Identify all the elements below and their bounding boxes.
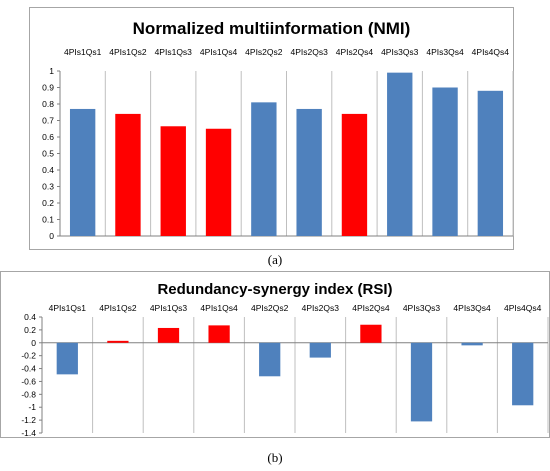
category-label: 4PIs3Qs4 <box>453 303 491 313</box>
bar-4PIs2Qs3 <box>296 108 322 236</box>
chart-caption: (b) <box>267 450 282 465</box>
bar-4PIs4Qs4 <box>477 90 504 236</box>
y-tick-label: 0.2 <box>42 198 54 208</box>
bar-4PIs3Qs3 <box>410 342 433 422</box>
y-tick-label: 0.9 <box>42 83 54 93</box>
rsi-chart: Redundancy-synergy index (RSI) -1.4 -1.2 -1… <box>0 271 550 465</box>
category-label: 4PIs3Qs3 <box>381 47 419 57</box>
category-label: 4PIs2Qs4 <box>336 47 374 57</box>
y-tick-label: 0.6 <box>42 132 54 142</box>
y-tick-label: -1.2 <box>21 415 36 425</box>
category-label: 4PIs1Qs3 <box>150 303 188 313</box>
bar-4PIs1Qs2 <box>115 113 141 236</box>
chart-caption: (a) <box>268 252 282 267</box>
y-tick-label: 0.2 <box>24 325 36 335</box>
bar-4PIs3Qs4 <box>432 87 458 236</box>
category-label: 4PIs2Qs3 <box>290 47 328 57</box>
bar-4PIs2Qs2 <box>251 102 277 236</box>
bar-4PIs2Qs4 <box>360 324 382 343</box>
category-label: 4PIs3Qs4 <box>426 47 464 57</box>
bar-4PIs1Qs4 <box>205 128 232 236</box>
bar-4PIs1Qs4 <box>208 325 230 343</box>
bar-4PIs1Qs2 <box>107 340 129 343</box>
bar-4PIs1Qs1 <box>56 342 78 375</box>
category-label: 4PIs2Qs2 <box>251 303 289 313</box>
category-label: 4PIs1Qs2 <box>109 47 147 57</box>
category-label: 4PIs1Qs2 <box>99 303 137 313</box>
y-tick-label: -1.4 <box>21 428 36 438</box>
chart-panel-b: Redundancy-synergy index (RSI) -1.4 -1.2 -1… <box>0 271 550 471</box>
nmi-chart: Normalized multiinformation (NMI) 0 0.1 0.2… <box>29 7 514 267</box>
y-tick-label: 0.1 <box>42 215 54 225</box>
y-tick-label: -0.6 <box>21 376 36 386</box>
category-label: 4PIs1Qs4 <box>200 303 238 313</box>
category-label: 4PIs1Qs4 <box>200 47 238 57</box>
category-label: 4PIs2Qs2 <box>245 47 283 57</box>
category-label: 4PIs1Qs3 <box>155 47 193 57</box>
category-label: 4PIs1Qs1 <box>49 303 87 313</box>
category-label: 4PIs2Qs3 <box>302 303 340 313</box>
y-tick-label: 0 <box>31 338 36 348</box>
y-tick-label: 0.8 <box>42 99 54 109</box>
y-tick-label: 0.7 <box>42 116 54 126</box>
category-label: 4PIs3Qs3 <box>403 303 441 313</box>
bar-4PIs3Qs4 <box>461 342 483 346</box>
y-tick-label: -0.8 <box>21 389 36 399</box>
y-tick-label: 0.5 <box>42 149 54 159</box>
bar-4PIs1Qs1 <box>69 108 96 236</box>
y-tick-label: 0.4 <box>24 312 36 322</box>
bar-4PIs1Qs3 <box>160 126 186 236</box>
y-tick-label: -0.2 <box>21 351 36 361</box>
y-tick-label: 0.4 <box>42 165 54 175</box>
y-tick-label: 0.3 <box>42 182 54 192</box>
bar-4PIs1Qs3 <box>157 327 180 343</box>
chart-title: Redundancy-synergy index (RSI) <box>157 281 392 298</box>
y-tick-label: -0.4 <box>21 364 36 374</box>
bar-4PIs3Qs3 <box>387 72 413 237</box>
category-label: 4PIs4Qs4 <box>472 47 510 57</box>
y-tick-label: -1 <box>28 402 36 412</box>
y-tick-label: 1 <box>49 66 54 76</box>
category-label: 4PIs1Qs1 <box>64 47 102 57</box>
bar-4PIs2Qs4 <box>341 113 368 236</box>
bar-4PIs2Qs3 <box>309 342 331 358</box>
category-label: 4PIs4Qs4 <box>504 303 542 313</box>
category-label: 4PIs2Qs4 <box>352 303 390 313</box>
bar-4PIs2Qs2 <box>259 342 281 377</box>
chart-panel-a: Normalized multiinformation (NMI) 0 0.1 0.2… <box>29 7 514 267</box>
y-tick-label: 0 <box>49 231 54 241</box>
chart-title: Normalized multiinformation (NMI) <box>133 19 411 38</box>
bar-4PIs4Qs4 <box>512 342 534 406</box>
